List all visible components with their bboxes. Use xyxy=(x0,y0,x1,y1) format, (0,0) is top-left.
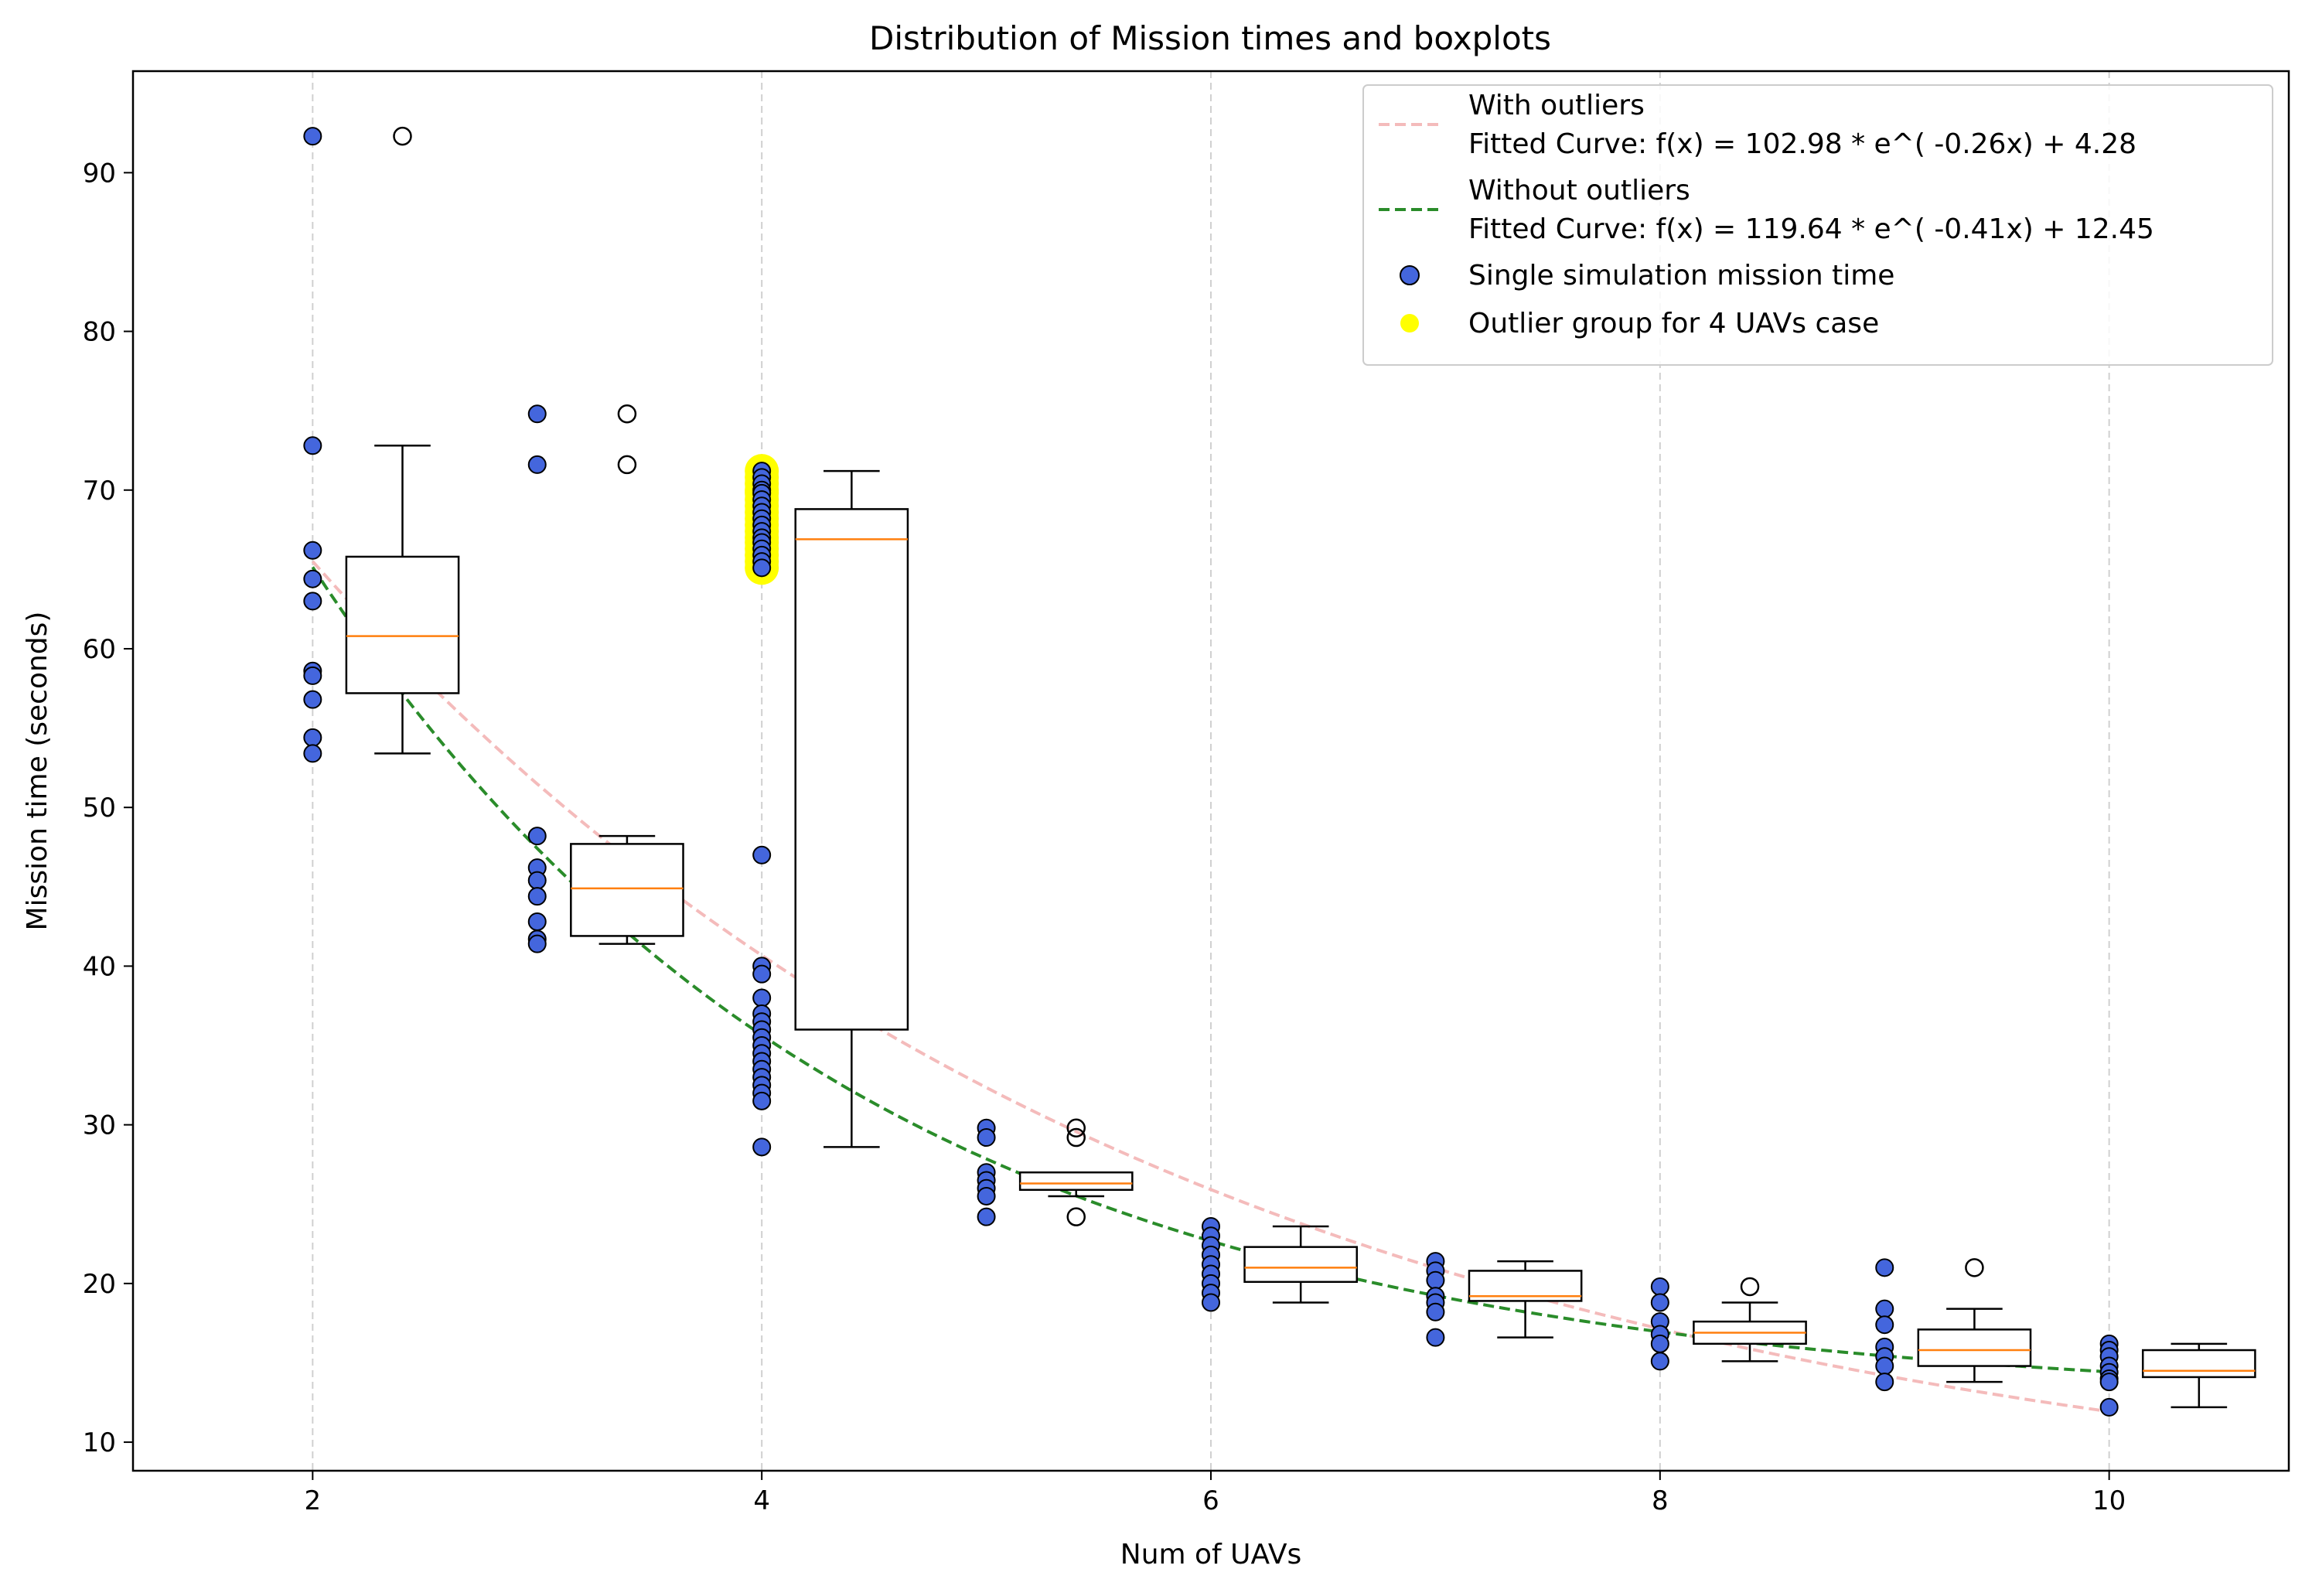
simulation-point xyxy=(1875,1299,1894,1318)
boxplot-box xyxy=(345,555,460,694)
legend-box xyxy=(1362,84,2273,366)
boxplot-flier xyxy=(393,126,412,146)
y-tick-label: 90 xyxy=(83,158,116,189)
simulation-point xyxy=(303,666,322,685)
x-tick-label: 10 xyxy=(2092,1485,2126,1516)
y-tick-label: 30 xyxy=(83,1110,116,1141)
simulation-point xyxy=(2099,1397,2119,1417)
axis-layer: 2 4 6 8 10 10 20 30 40 50 60 70 80 90 xyxy=(83,158,2126,1516)
simulation-point xyxy=(303,127,322,146)
x-axis-label: Num of UAVs xyxy=(1120,1539,1301,1570)
legend-label: Fitted Curve: f(x) = 102.98 * e^( -0.26x… xyxy=(1468,128,2136,160)
boxplot-flier xyxy=(1066,1127,1086,1148)
y-tick-label: 80 xyxy=(83,317,116,348)
boxplot-flier xyxy=(617,455,637,475)
simulation-point xyxy=(1202,1293,1220,1312)
simulation-point xyxy=(977,1186,996,1206)
legend-label: Without outliers xyxy=(1468,175,1690,206)
y-tick-label: 20 xyxy=(83,1269,116,1300)
boxplot-box xyxy=(1018,1171,1134,1192)
simulation-point xyxy=(303,541,322,560)
legend-label: Single simulation mission time xyxy=(1468,260,1894,292)
boxplot-flier xyxy=(617,404,637,424)
x-tick-label: 2 xyxy=(305,1485,322,1516)
simulation-point xyxy=(527,934,547,953)
simulation-point xyxy=(752,964,772,984)
boxplot-layer xyxy=(345,126,2256,1409)
simulation-point xyxy=(303,592,322,611)
point-layer xyxy=(303,127,2119,1417)
simulation-point xyxy=(752,988,772,1008)
simulation-point xyxy=(527,871,547,890)
boxplot-flier xyxy=(1965,1258,1984,1277)
simulation-point xyxy=(1875,1356,1894,1376)
outlier-group-point xyxy=(752,558,772,578)
simulation-point xyxy=(1875,1373,1894,1392)
y-axis-label: Mission time (seconds) xyxy=(22,612,53,931)
boxplot-box xyxy=(1917,1328,2032,1367)
y-tick-label: 50 xyxy=(83,793,116,824)
simulation-point xyxy=(1650,1352,1669,1371)
y-tick-label: 10 xyxy=(83,1427,116,1458)
boxplot-box xyxy=(794,508,909,1031)
simulation-point xyxy=(752,1091,772,1110)
simulation-point xyxy=(1650,1277,1669,1296)
chart-title: Distribution of Mission times and boxplo… xyxy=(869,19,1551,57)
legend-point-marker xyxy=(1400,314,1419,332)
simulation-point xyxy=(2099,1373,2119,1392)
simulation-point xyxy=(527,404,547,424)
simulation-point xyxy=(1650,1293,1669,1312)
boxplot-flier xyxy=(1066,1207,1086,1226)
x-tick-label: 8 xyxy=(1652,1485,1669,1516)
x-tick-label: 4 xyxy=(753,1485,770,1516)
simulation-point xyxy=(303,569,322,588)
boxplot-box xyxy=(1243,1246,1359,1284)
legend-label: Fitted Curve: f(x) = 119.64 * e^( -0.41x… xyxy=(1468,213,2154,245)
y-tick-label: 70 xyxy=(83,476,116,506)
simulation-point xyxy=(1875,1258,1894,1277)
simulation-point xyxy=(303,744,322,763)
boxplot-flier xyxy=(1740,1277,1760,1297)
boxplot-flier xyxy=(1066,1118,1086,1137)
boxplot-box xyxy=(570,843,684,937)
legend-label: Outlier group for 4 UAVs case xyxy=(1468,308,1879,339)
simulation-point xyxy=(1426,1270,1445,1290)
simulation-point xyxy=(752,845,772,864)
y-tick-label: 60 xyxy=(83,634,116,665)
simulation-point xyxy=(752,1137,772,1157)
boxplot-box xyxy=(2141,1349,2256,1379)
legend: With outliers Fitted Curve: f(x) = 102.98… xyxy=(1362,84,2273,366)
legend-label: With outliers xyxy=(1468,90,1645,121)
simulation-point xyxy=(303,728,322,747)
legend-point-marker xyxy=(1400,265,1420,285)
simulation-point xyxy=(977,1207,996,1226)
simulation-point xyxy=(977,1128,996,1148)
simulation-point xyxy=(1426,1328,1445,1347)
simulation-point xyxy=(1650,1334,1669,1353)
simulation-point xyxy=(527,827,547,846)
x-tick-label: 6 xyxy=(1202,1485,1219,1516)
simulation-point xyxy=(1875,1315,1894,1335)
simulation-point xyxy=(527,912,547,931)
simulation-point xyxy=(527,887,547,906)
y-tick-label: 40 xyxy=(83,951,116,982)
simulation-point xyxy=(527,455,547,474)
simulation-point xyxy=(303,690,322,709)
simulation-point xyxy=(1426,1302,1445,1321)
simulation-point xyxy=(303,436,322,455)
